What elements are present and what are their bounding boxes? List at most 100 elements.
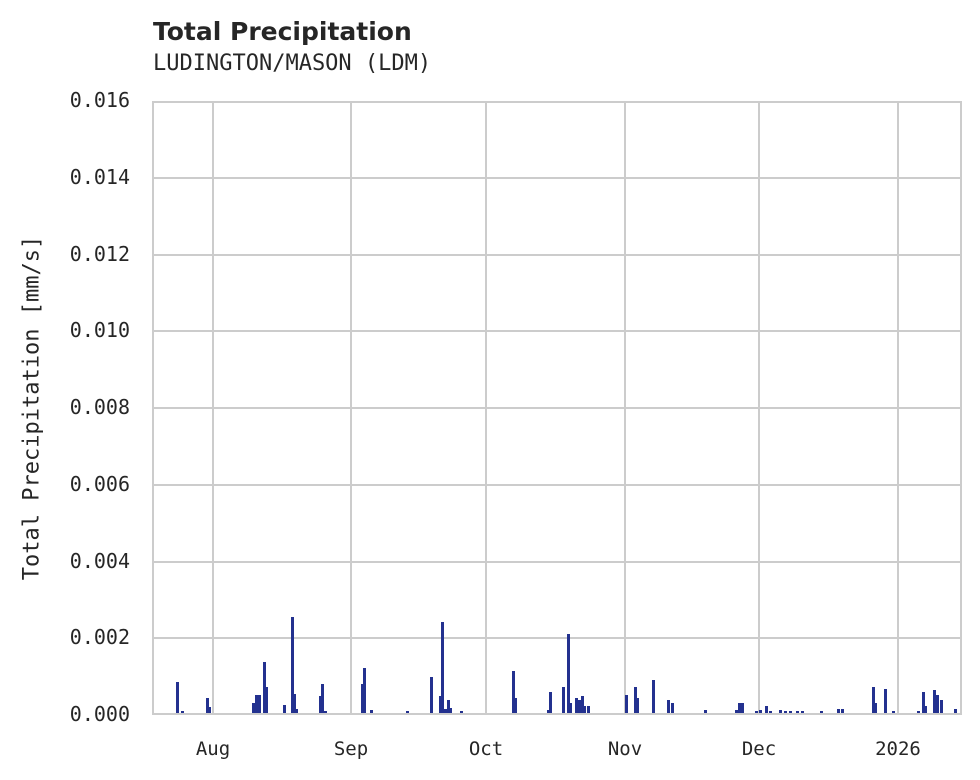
precipitation-bar xyxy=(578,699,581,713)
precipitation-bar xyxy=(789,711,792,713)
gridline-horizontal xyxy=(154,176,960,179)
precipitation-bar xyxy=(208,707,211,713)
x-tick-label: Aug xyxy=(195,738,231,760)
precipitation-bar xyxy=(441,621,444,713)
precipitation-bar xyxy=(430,676,433,713)
precipitation-bar xyxy=(324,711,327,713)
precipitation-bar xyxy=(361,684,364,713)
y-tick-label: 0.014 xyxy=(69,164,130,189)
precipitation-bar xyxy=(363,668,366,713)
precipitation-bar xyxy=(704,709,707,713)
precipitation-bar xyxy=(569,703,572,713)
precipitation-bar xyxy=(735,709,738,713)
y-tick-label: 0.002 xyxy=(69,625,130,650)
precipitation-bar xyxy=(755,711,758,713)
x-tick-label: Sep xyxy=(333,738,369,760)
y-tick-label: 0.004 xyxy=(69,548,130,573)
gridline-horizontal xyxy=(154,253,960,256)
precipitation-bar xyxy=(258,694,261,713)
gridline-vertical xyxy=(897,103,899,713)
precipitation-bar xyxy=(769,711,772,713)
gridline-horizontal xyxy=(154,407,960,409)
precipitation-bar xyxy=(252,703,255,713)
precipitation-bar xyxy=(547,709,550,713)
precipitation-bar xyxy=(447,700,450,713)
precipitation-bar xyxy=(784,711,787,713)
precipitation-bar xyxy=(514,697,517,713)
precipitation-bar xyxy=(449,708,452,713)
precipitation-bar xyxy=(779,709,782,713)
precipitation-bar xyxy=(765,706,768,713)
precipitation-bar xyxy=(625,694,628,713)
precipitation-bar xyxy=(872,686,875,713)
precipitation-bar xyxy=(319,695,322,713)
precipitation-bar xyxy=(206,697,209,713)
gridline-horizontal xyxy=(154,560,960,563)
precipitation-bar xyxy=(917,711,920,713)
y-tick-label: 0.006 xyxy=(69,471,130,496)
precipitation-bar xyxy=(841,709,844,713)
precipitation-bar xyxy=(370,709,373,713)
precipitation-bar xyxy=(321,683,324,713)
x-tick-label: Dec xyxy=(741,738,777,760)
y-tick-label: 0.000 xyxy=(69,702,130,726)
precipitation-bar xyxy=(940,699,943,713)
precipitation-bar xyxy=(741,703,744,713)
precipitation-bar xyxy=(738,703,741,713)
precipitation-bar xyxy=(936,694,939,713)
gridline-horizontal xyxy=(154,637,960,640)
precipitation-bar xyxy=(954,709,957,713)
precipitation-bar xyxy=(652,680,655,713)
precipitation-bar xyxy=(587,706,590,713)
precipitation-bar xyxy=(801,711,804,713)
precipitation-bar xyxy=(922,691,925,713)
gridline-vertical xyxy=(212,103,214,713)
precipitation-bar xyxy=(933,689,936,713)
chart-title: Total Precipitation xyxy=(153,17,412,46)
precipitation-bar xyxy=(439,695,442,713)
precipitation-bar xyxy=(295,709,298,713)
precipitation-bar xyxy=(291,617,294,713)
precipitation-bar xyxy=(884,689,887,713)
y-tick-label: 0.016 xyxy=(69,88,130,112)
gridline-vertical xyxy=(624,103,626,713)
precipitation-bar xyxy=(444,709,447,713)
precipitation-bar xyxy=(283,705,286,713)
precipitation-bar xyxy=(759,709,762,713)
precipitation-bar xyxy=(549,691,552,713)
y-tick-label: 0.012 xyxy=(69,241,130,266)
precipitation-bar xyxy=(293,693,296,713)
precipitation-bar xyxy=(820,711,823,713)
precipitation-bar xyxy=(575,697,578,713)
gridline-vertical xyxy=(485,103,487,713)
gridline-horizontal xyxy=(154,330,960,333)
precipitation-bar xyxy=(874,703,877,713)
precipitation-bar xyxy=(892,711,895,713)
plot-area xyxy=(152,101,962,715)
x-tick-label: Nov xyxy=(607,738,643,760)
precipitation-bar xyxy=(583,706,586,713)
precipitation-bar xyxy=(255,694,258,713)
gridline-vertical xyxy=(758,103,760,713)
gridline-vertical xyxy=(350,103,352,713)
precipitation-bar xyxy=(460,711,463,713)
precipitation-bar xyxy=(924,706,927,713)
precipitation-bar xyxy=(634,686,637,713)
precipitation-bar xyxy=(406,711,409,713)
y-tick-label: 0.008 xyxy=(69,395,130,419)
precipitation-bar xyxy=(562,686,565,713)
precipitation-bar xyxy=(181,711,184,713)
precipitation-bar xyxy=(837,709,840,713)
precipitation-bar xyxy=(567,634,570,713)
precipitation-bar xyxy=(263,661,266,713)
y-tick-label: 0.010 xyxy=(69,318,130,343)
chart-subtitle: LUDINGTON/MASON (LDM) xyxy=(153,51,432,76)
precipitation-bar xyxy=(581,695,584,713)
precipitation-bar xyxy=(265,686,268,713)
x-tick-label: Oct xyxy=(468,738,504,760)
precipitation-bar xyxy=(636,697,639,713)
precipitation-bar xyxy=(671,703,674,713)
gridline-horizontal xyxy=(154,483,960,486)
precipitation-bar xyxy=(796,711,799,713)
precipitation-bar xyxy=(667,699,670,713)
